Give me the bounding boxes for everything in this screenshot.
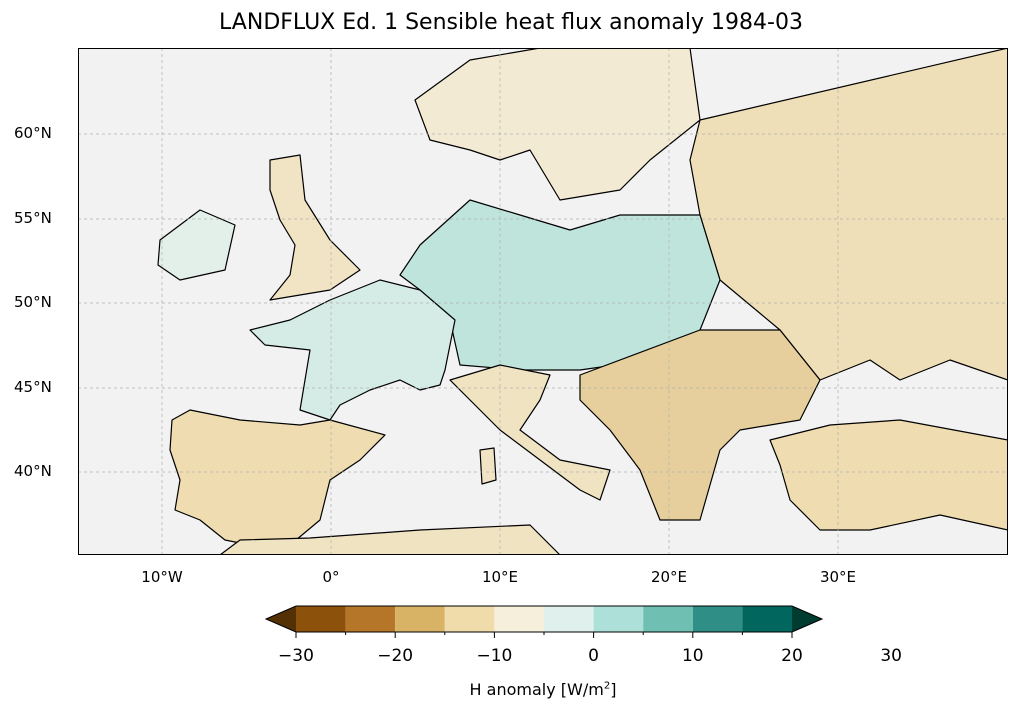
- colorbar-segment: [643, 606, 693, 632]
- lat-label: 55°N: [14, 209, 52, 227]
- colorbar-segment: [296, 606, 346, 632]
- ireland: [157, 209, 236, 281]
- colorbar-segment: [345, 606, 396, 632]
- lat-label: 40°N: [14, 462, 52, 480]
- north-africa: [219, 524, 561, 555]
- colorbar-tick-label: 10: [681, 646, 704, 666]
- italy: [449, 364, 611, 501]
- france: [249, 279, 456, 421]
- eastern-europe: [689, 48, 1008, 381]
- balkans: [579, 329, 821, 521]
- turkey: [769, 419, 1008, 531]
- colorbar-segment: [444, 606, 495, 632]
- colorbar-tick-label: −30: [278, 646, 314, 666]
- scandinavia: [414, 48, 701, 201]
- colorbar-tick-label: 0: [588, 646, 600, 666]
- lon-label: 10°E: [481, 568, 519, 586]
- lon-label: 20°E: [650, 568, 688, 586]
- great-britain: [269, 154, 361, 301]
- colorbar-segment: [692, 606, 743, 632]
- colorbar-segment: [593, 606, 644, 632]
- lat-label: 45°N: [14, 378, 52, 396]
- map-panel: [78, 48, 1008, 555]
- colorbar-tick-label: −20: [377, 646, 414, 666]
- colorbar-tick-label: 20: [781, 646, 803, 666]
- colorbar-label: H anomaly [W/m2]: [469, 680, 617, 699]
- iberia: [169, 409, 386, 546]
- colorbar-segment: [742, 606, 792, 632]
- colorbar-tick-label: 30: [880, 646, 903, 666]
- sardinia: [479, 447, 497, 485]
- lon-label: 0°: [322, 568, 340, 586]
- map-border: [78, 48, 1008, 555]
- lat-label: 60°N: [14, 124, 52, 142]
- colorbar-segment: [544, 606, 594, 632]
- map-title: LANDFLUX Ed. 1 Sensible heat flux anomal…: [219, 10, 803, 35]
- lat-label: 50°N: [14, 293, 52, 311]
- land: [157, 48, 1008, 555]
- colorbar-segment: [792, 606, 822, 632]
- lon-label: 30°E: [819, 568, 857, 586]
- colorbar-segment: [395, 606, 445, 632]
- gridlines: [78, 48, 1008, 555]
- lon-label: 10°W: [141, 568, 183, 586]
- colorbar: [264, 605, 824, 638]
- central-europe: [399, 199, 721, 371]
- colorbar-tick-label: −10: [476, 646, 513, 666]
- colorbar-segment: [266, 606, 296, 632]
- colorbar-segment: [494, 606, 544, 632]
